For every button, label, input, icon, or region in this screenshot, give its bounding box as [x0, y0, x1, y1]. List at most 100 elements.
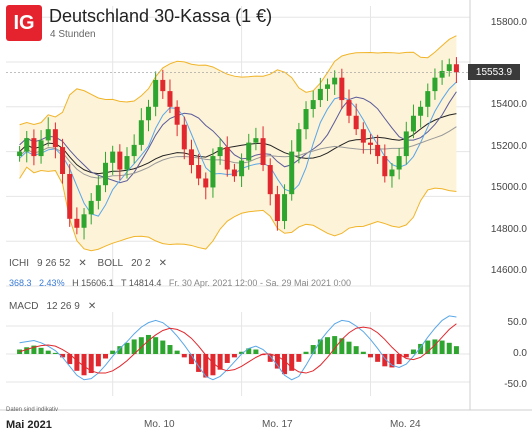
macd-histogram-bar: [145, 334, 151, 354]
macd-histogram-bar: [446, 342, 452, 354]
macd-histogram-bar: [296, 354, 302, 362]
macd-histogram-bar: [260, 354, 266, 356]
macd-histogram-bar: [67, 354, 73, 365]
macd-histogram-bar: [289, 354, 295, 371]
candle-body: [45, 129, 51, 141]
macd-histogram-bar: [217, 354, 223, 370]
candle-body: [253, 138, 259, 143]
macd-histogram-bar: [196, 354, 202, 372]
timeframe-label[interactable]: 4 Stunden: [50, 29, 96, 40]
candle-body: [188, 149, 194, 166]
candle-body: [260, 138, 266, 166]
price-info-bar: 368.3 2.43% H 15606.1 T 14814.4 Fr. 30 A…: [9, 278, 351, 288]
change-value: 368.3: [9, 278, 32, 288]
candle-body: [203, 178, 209, 188]
macd-histogram-bar: [45, 350, 51, 354]
macd-histogram-bar: [224, 354, 230, 363]
candle-body: [38, 140, 44, 157]
candle-body: [138, 120, 144, 145]
candle-body: [439, 70, 445, 78]
candle-body: [81, 214, 87, 228]
macd-histogram-bar: [124, 342, 130, 354]
candle-body: [174, 106, 180, 125]
macd-remove-icon[interactable]: ✕: [87, 301, 97, 312]
boll-label[interactable]: BOLL: [97, 258, 124, 269]
macd-histogram-bar: [239, 351, 245, 354]
candle-body: [332, 77, 338, 85]
candle-body: [403, 131, 409, 157]
macd-histogram-bar: [88, 354, 94, 374]
macd-histogram-bar: [453, 346, 459, 354]
macd-y-tick-50: 50.0: [507, 317, 527, 328]
ichi-params: 9 26 52: [37, 258, 71, 269]
candle-body: [60, 147, 66, 174]
indicator-legend: ICHI 9 26 52 ✕ BOLL 20 2 ✕: [9, 258, 175, 269]
candle-body: [196, 165, 202, 179]
candle-body: [389, 169, 395, 177]
bollinger-fill: [19, 35, 457, 251]
macd-histogram-bar: [403, 354, 409, 358]
ichi-label[interactable]: ICHI: [9, 258, 29, 269]
macd-histogram-bar: [167, 345, 173, 354]
candle-body: [418, 106, 424, 116]
macd-histogram-bar: [360, 351, 366, 354]
candle-body: [346, 100, 352, 116]
y-tick-15800: 15800.0: [490, 17, 527, 28]
macd-histogram-bar: [396, 354, 402, 365]
x-tick-mo17: Mo. 17: [262, 419, 293, 430]
candle-body: [67, 174, 73, 219]
macd-histogram-bar: [103, 354, 109, 359]
macd-histogram-bar: [353, 346, 359, 354]
candle-body: [88, 200, 94, 215]
macd-histogram-bar: [110, 350, 116, 354]
instrument-title: Deutschland 30-Kassa (1 €): [49, 6, 273, 26]
candle-body: [325, 84, 331, 89]
macd-histogram-bar: [117, 346, 123, 354]
macd-histogram-bar: [246, 348, 252, 354]
ichimoku-tenkan: [19, 91, 457, 184]
date-range: Fr. 30 Apr. 2021 12:00 - Sa. 29 Mai 2021…: [168, 278, 352, 288]
candle-body: [124, 156, 130, 170]
high-value: H 15606.1: [72, 278, 114, 288]
macd-label[interactable]: MACD: [9, 301, 39, 312]
last-price-box: 15553.9: [468, 64, 520, 80]
candle-body: [231, 169, 237, 177]
macd-histogram-bar: [325, 337, 331, 354]
macd-histogram-bar: [317, 339, 323, 354]
macd-histogram-bar: [267, 354, 273, 362]
candle-body: [217, 147, 223, 157]
candle-body: [117, 151, 123, 170]
bollinger-upper: [19, 35, 457, 126]
macd-histogram-bar: [181, 354, 187, 358]
candle-body: [153, 79, 159, 107]
candle-body: [303, 109, 309, 130]
macd-histogram-bar: [410, 349, 416, 354]
candle-body: [74, 218, 80, 228]
candle-body: [396, 156, 402, 170]
ichi-remove-icon[interactable]: ✕: [78, 258, 87, 269]
change-percent: 2.43%: [39, 278, 65, 288]
macd-histogram-bar: [346, 341, 352, 354]
macd-histogram-bar: [203, 354, 209, 378]
low-value: T 14814.4: [120, 278, 162, 288]
macd-line: [19, 315, 457, 381]
candle-body: [24, 138, 30, 152]
macd-histogram-bar: [439, 340, 445, 354]
candle-body: [181, 124, 187, 150]
macd-histogram-bar: [339, 338, 345, 354]
candle-body: [110, 151, 116, 163]
macd-histogram-bar: [24, 347, 30, 354]
boll-remove-icon[interactable]: ✕: [158, 258, 167, 269]
macd-histogram-bar: [432, 339, 438, 354]
x-axis-month: Mai 2021: [6, 419, 52, 431]
macd-histogram-bar: [95, 354, 101, 367]
candle-body: [210, 156, 216, 188]
candle-body: [17, 151, 23, 157]
candle-body: [95, 185, 101, 201]
candle-body: [432, 77, 438, 92]
candle-body: [296, 129, 302, 152]
candle-body: [239, 160, 245, 177]
candle-body: [367, 142, 373, 145]
